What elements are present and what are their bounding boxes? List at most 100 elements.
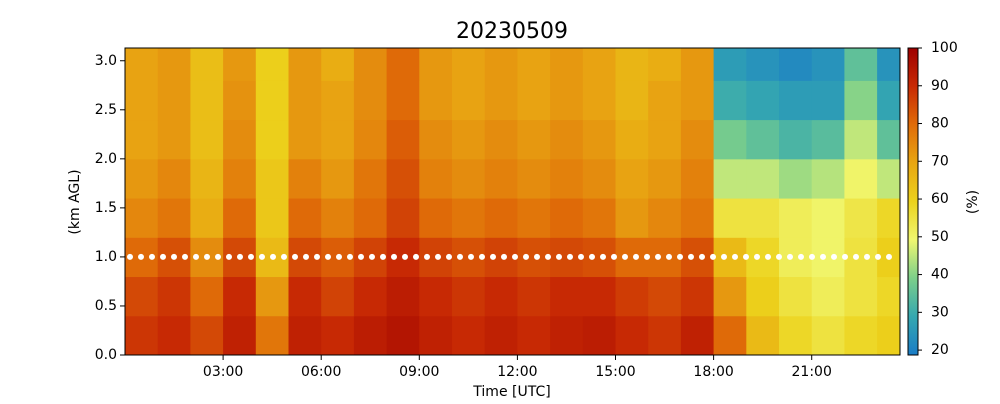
heatmap-cell <box>419 119 453 160</box>
heatmap-cell <box>288 198 322 238</box>
heatmap-cell <box>190 48 224 81</box>
heatmap-cell <box>190 198 224 238</box>
heatmap-cell <box>713 198 747 238</box>
heatmap-cell <box>125 119 159 160</box>
heatmap-cell <box>811 276 845 317</box>
y-tick-label: 0.5 <box>95 298 117 314</box>
heatmap-cell <box>746 80 780 121</box>
heatmap-cell <box>680 315 715 355</box>
heatmap-cell <box>452 119 486 160</box>
heatmap-cell <box>125 315 159 355</box>
heatmap-cell <box>386 315 420 355</box>
heatmap-cell <box>353 198 388 238</box>
heatmap-cell <box>615 48 649 81</box>
heatmap-cell <box>550 119 584 160</box>
colorbar-tick-label: 20 <box>931 342 949 358</box>
heatmap-cell <box>680 119 715 160</box>
heatmap-cell <box>713 158 747 199</box>
heatmap-cell <box>615 158 649 199</box>
heatmap-cell <box>550 48 584 81</box>
heatmap-cell <box>550 237 584 278</box>
heatmap-cell <box>419 198 453 238</box>
heatmap-cell <box>223 80 257 121</box>
heatmap-cell <box>190 119 224 160</box>
heatmap-cell <box>811 80 845 121</box>
heatmap-cell <box>680 158 715 199</box>
heatmap-cell <box>713 48 747 81</box>
heatmap-cell <box>517 48 551 81</box>
heatmap-cell <box>877 119 900 160</box>
heatmap-cell <box>844 48 878 81</box>
heatmap-cell <box>877 198 900 238</box>
heatmap-cell <box>223 315 257 355</box>
heatmap-cell <box>877 315 900 355</box>
heatmap-cell <box>452 48 486 81</box>
heatmap-cell <box>157 158 191 199</box>
heatmap-cell <box>452 80 486 121</box>
heatmap-cell <box>517 198 551 238</box>
heatmap-cell <box>419 315 453 355</box>
heatmap-cell <box>811 315 845 355</box>
heatmap-cell <box>288 48 322 81</box>
heatmap-cell <box>125 158 159 199</box>
heatmap-cell <box>125 48 159 81</box>
heatmap-cell <box>582 315 617 355</box>
heatmap-cell <box>288 276 322 317</box>
colorbar-tick-label: 30 <box>931 304 949 320</box>
heatmap-cell <box>779 198 813 238</box>
heatmap-cell <box>811 48 845 81</box>
heatmap-cell <box>419 48 453 81</box>
heatmap-cell <box>844 315 878 355</box>
heatmap-cell <box>844 119 878 160</box>
heatmap-cell <box>321 48 355 81</box>
heatmap-cell <box>844 276 878 317</box>
heatmap-cell <box>746 276 780 317</box>
heatmap-cell <box>648 315 682 355</box>
heatmap-cell <box>582 119 617 160</box>
heatmap-cell <box>648 158 682 199</box>
heatmap-cell <box>255 276 290 317</box>
colorbar-tick-label: 50 <box>931 229 949 245</box>
heatmap-cell <box>582 237 617 278</box>
heatmap-cell <box>190 276 224 317</box>
heatmap-cell <box>517 80 551 121</box>
x-tick-label: 09:00 <box>399 364 439 380</box>
colorbar <box>907 47 919 356</box>
heatmap-cell <box>157 315 191 355</box>
heatmap-cell <box>321 276 355 317</box>
heatmap-cell <box>713 80 747 121</box>
heatmap-cell <box>550 276 584 317</box>
heatmap-cell <box>321 80 355 121</box>
x-tick-label: 18:00 <box>693 364 733 380</box>
heatmap-cell <box>321 158 355 199</box>
heatmap-cell <box>680 198 715 238</box>
colorbar-tick-label: 90 <box>931 78 949 94</box>
y-tick-label: 3.0 <box>95 53 117 69</box>
heatmap-cell <box>353 48 388 81</box>
heatmap-cell <box>321 198 355 238</box>
colorbar-tick-label: 40 <box>931 267 949 283</box>
heatmap-cell <box>648 119 682 160</box>
heatmap-cell <box>713 119 747 160</box>
heatmap-cell <box>517 119 551 160</box>
heatmap-cell <box>746 237 780 278</box>
heatmap-cell <box>615 315 649 355</box>
heatmap-cell <box>190 158 224 199</box>
heatmap-cell <box>484 158 518 199</box>
heatmap-cell <box>353 158 388 199</box>
heatmap-cell <box>157 276 191 317</box>
heatmap-cell <box>550 198 584 238</box>
heatmap-cell <box>517 158 551 199</box>
y-tick-label: 2.5 <box>95 102 117 118</box>
heatmap-cell <box>713 237 747 278</box>
heatmap-cell <box>550 315 584 355</box>
y-tick-label: 0.0 <box>95 347 117 363</box>
heatmap-cell <box>779 237 813 278</box>
heatmap-cell <box>353 119 388 160</box>
heatmap-cell <box>680 276 715 317</box>
x-tick-label: 03:00 <box>203 364 243 380</box>
x-axis-label: Time [UTC] <box>472 384 550 400</box>
y-tick-label: 2.0 <box>95 151 117 167</box>
heatmap-cell <box>615 80 649 121</box>
colorbar-tick-label: 80 <box>931 116 949 132</box>
